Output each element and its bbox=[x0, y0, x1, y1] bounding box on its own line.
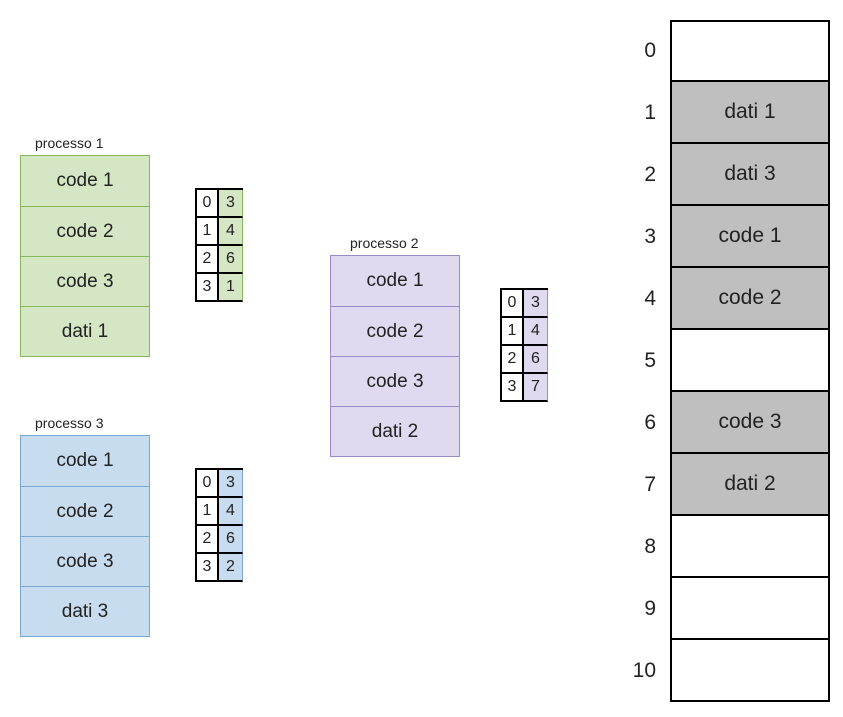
memory-row-8: 8 bbox=[620, 516, 830, 578]
process-1-page-2: code 3 bbox=[21, 256, 149, 306]
memory-index-9: 9 bbox=[620, 597, 656, 621]
memory-row-7: 7 dati 2 bbox=[620, 454, 830, 516]
memory-frame-5 bbox=[670, 330, 830, 392]
pt3-row2-frame: 6 bbox=[219, 526, 243, 554]
memory-row-2: 2 dati 3 bbox=[620, 144, 830, 206]
process-2-block: code 1 code 2 code 3 dati 2 bbox=[330, 255, 460, 457]
pt2-row1-frame: 4 bbox=[524, 318, 548, 346]
memory-row-3: 3 code 1 bbox=[620, 206, 830, 268]
pt1-row2-frame: 6 bbox=[219, 246, 243, 274]
pt3-row3-frame: 2 bbox=[219, 554, 243, 582]
pt3-row0-page: 0 bbox=[195, 470, 219, 498]
pt2-row0-frame: 3 bbox=[524, 290, 548, 318]
pt3-row1-frame: 4 bbox=[219, 498, 243, 526]
pt3-row1-page: 1 bbox=[195, 498, 219, 526]
memory-row-6: 6 code 3 bbox=[620, 392, 830, 454]
memory-index-4: 4 bbox=[620, 287, 656, 311]
memory-index-8: 8 bbox=[620, 535, 656, 559]
process-3-page-3: dati 3 bbox=[21, 586, 149, 636]
process-2-page-0: code 1 bbox=[331, 256, 459, 306]
pt2-row3-page: 3 bbox=[500, 374, 524, 402]
memory-index-10: 10 bbox=[620, 659, 656, 683]
process-1-page-1: code 2 bbox=[21, 206, 149, 256]
physical-memory: 0 1 dati 1 2 dati 3 3 code 1 4 code 2 5 … bbox=[620, 20, 830, 702]
process-2-page-3: dati 2 bbox=[331, 406, 459, 456]
pt1-row0-page: 0 bbox=[195, 190, 219, 218]
memory-row-1: 1 dati 1 bbox=[620, 82, 830, 144]
process-3-page-table: 0 3 1 4 2 6 3 2 bbox=[195, 468, 243, 582]
memory-index-2: 2 bbox=[620, 163, 656, 187]
memory-frame-7: dati 2 bbox=[670, 454, 830, 516]
process-1-label: processo 1 bbox=[35, 135, 103, 151]
pt1-row0-frame: 3 bbox=[219, 190, 243, 218]
pt3-row0-frame: 3 bbox=[219, 470, 243, 498]
memory-row-0: 0 bbox=[620, 20, 830, 82]
pt1-row1-frame: 4 bbox=[219, 218, 243, 246]
process-3-page-0: code 1 bbox=[21, 436, 149, 486]
memory-row-10: 10 bbox=[620, 640, 830, 702]
memory-frame-4: code 2 bbox=[670, 268, 830, 330]
pt1-row3-frame: 1 bbox=[219, 274, 243, 302]
process-2-page-table: 0 3 1 4 2 6 3 7 bbox=[500, 288, 548, 402]
process-3-block: code 1 code 2 code 3 dati 3 bbox=[20, 435, 150, 637]
process-3-label: processo 3 bbox=[35, 415, 103, 431]
process-1-block: code 1 code 2 code 3 dati 1 bbox=[20, 155, 150, 357]
process-3-page-1: code 2 bbox=[21, 486, 149, 536]
memory-index-3: 3 bbox=[620, 225, 656, 249]
memory-frame-8 bbox=[670, 516, 830, 578]
pt1-row1-page: 1 bbox=[195, 218, 219, 246]
memory-row-5: 5 bbox=[620, 330, 830, 392]
process-1-page-3: dati 1 bbox=[21, 306, 149, 356]
memory-frame-0 bbox=[670, 20, 830, 82]
memory-frame-10 bbox=[670, 640, 830, 702]
memory-index-5: 5 bbox=[620, 349, 656, 373]
memory-frame-3: code 1 bbox=[670, 206, 830, 268]
process-2-label: processo 2 bbox=[350, 235, 418, 251]
process-2-page-1: code 2 bbox=[331, 306, 459, 356]
process-1-page-table: 0 3 1 4 2 6 3 1 bbox=[195, 188, 243, 302]
process-3-page-2: code 3 bbox=[21, 536, 149, 586]
memory-index-7: 7 bbox=[620, 473, 656, 497]
memory-index-6: 6 bbox=[620, 411, 656, 435]
pt2-row3-frame: 7 bbox=[524, 374, 548, 402]
pt2-row1-page: 1 bbox=[500, 318, 524, 346]
pt3-row3-page: 3 bbox=[195, 554, 219, 582]
process-2-page-2: code 3 bbox=[331, 356, 459, 406]
memory-row-4: 4 code 2 bbox=[620, 268, 830, 330]
pt1-row3-page: 3 bbox=[195, 274, 219, 302]
memory-frame-6: code 3 bbox=[670, 392, 830, 454]
memory-index-1: 1 bbox=[620, 101, 656, 125]
memory-index-0: 0 bbox=[620, 39, 656, 63]
memory-row-9: 9 bbox=[620, 578, 830, 640]
memory-frame-9 bbox=[670, 578, 830, 640]
process-1-page-0: code 1 bbox=[21, 156, 149, 206]
memory-frame-1: dati 1 bbox=[670, 82, 830, 144]
pt2-row2-page: 2 bbox=[500, 346, 524, 374]
pt2-row0-page: 0 bbox=[500, 290, 524, 318]
pt1-row2-page: 2 bbox=[195, 246, 219, 274]
memory-frame-2: dati 3 bbox=[670, 144, 830, 206]
pt2-row2-frame: 6 bbox=[524, 346, 548, 374]
pt3-row2-page: 2 bbox=[195, 526, 219, 554]
